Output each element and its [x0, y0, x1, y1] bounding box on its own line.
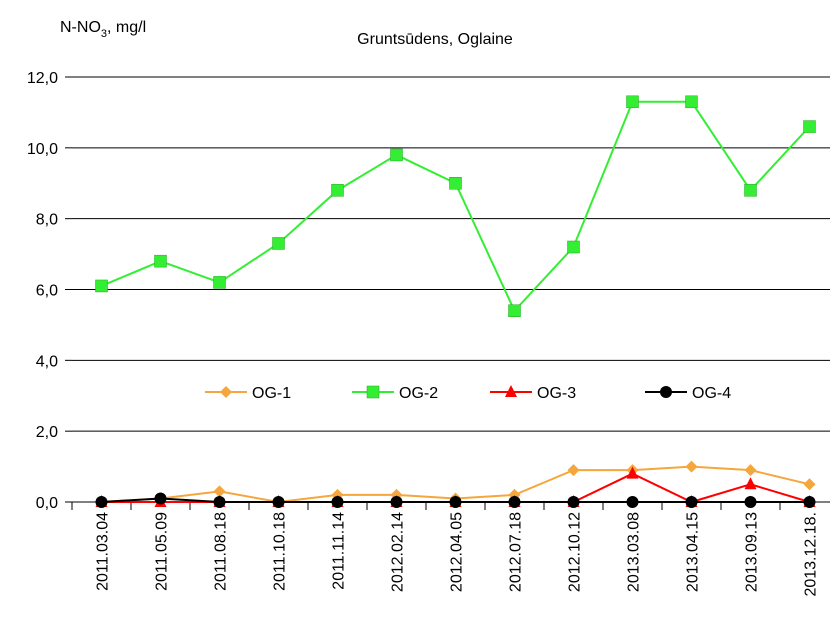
marker-circle — [272, 496, 285, 508]
marker-circle — [685, 496, 698, 508]
marker-square — [95, 279, 108, 293]
y-tick-label: 6,0 — [36, 283, 58, 300]
marker-triangle — [505, 385, 517, 397]
marker-triangle — [626, 466, 639, 479]
marker-circle — [803, 496, 816, 508]
marker-square — [449, 177, 462, 190]
x-tick-label: 2011.10.18 — [272, 512, 289, 591]
legend-label: OG-3 — [537, 385, 576, 402]
marker-square — [567, 240, 580, 254]
marker-square — [331, 184, 344, 197]
marker-diamond — [744, 464, 757, 477]
marker-diamond — [685, 460, 698, 473]
legend-label: OG-1 — [252, 385, 291, 402]
y-label-rest: , mg/l — [107, 19, 146, 36]
x-tick-label: 2013.04.15 — [685, 512, 702, 592]
marker-square — [744, 184, 757, 197]
marker-circle — [390, 496, 403, 508]
x-tick-label: 2012.02.14 — [390, 512, 407, 592]
x-tick-label: 2011.08.18 — [213, 512, 230, 591]
marker-square — [272, 237, 285, 250]
marker-square — [366, 385, 380, 399]
x-tick-label: 2013.09.13 — [744, 512, 761, 592]
x-tick-label: 2012.07.18 — [508, 512, 525, 592]
x-tick-label: 2011.03.04 — [95, 512, 112, 591]
marker-square — [685, 95, 698, 109]
marker-circle — [744, 496, 757, 508]
marker-circle — [660, 386, 672, 398]
y-axis-label: N-NO3, mg/l — [60, 19, 146, 40]
marker-square — [390, 148, 403, 162]
marker-square — [626, 95, 639, 109]
marker-square — [803, 120, 816, 133]
marker-circle — [626, 496, 639, 508]
marker-circle — [508, 496, 521, 508]
marker-circle — [213, 496, 226, 508]
y-tick-label: 4,0 — [36, 353, 58, 370]
marker-diamond — [803, 478, 816, 491]
y-tick-label: 8,0 — [36, 212, 58, 229]
x-tick-label: 2012.04.05 — [449, 512, 466, 592]
marker-circle — [567, 496, 580, 508]
marker-circle — [331, 496, 344, 508]
y-tick-label: 12,0 — [27, 70, 58, 87]
y-label-sub: 3 — [101, 28, 107, 40]
marker-diamond — [213, 485, 226, 498]
x-tick-label: 2011.05.09 — [154, 512, 171, 591]
marker-square — [213, 276, 226, 289]
marker-square — [508, 304, 521, 317]
marker-circle — [95, 496, 108, 508]
y-tick-label: 2,0 — [36, 424, 58, 441]
y-tick-label: 0,0 — [36, 495, 58, 512]
x-tick-label: 2012.10.12 — [567, 512, 584, 592]
series-line — [101, 100, 811, 313]
marker-triangle — [744, 477, 757, 490]
marker-circle — [154, 492, 167, 505]
marker-diamond — [567, 464, 580, 477]
marker-square — [154, 254, 167, 268]
legend-label: OG-4 — [692, 385, 731, 402]
y-tick-label: 10,0 — [27, 141, 58, 158]
marker-diamond — [220, 386, 232, 398]
legend-label: OG-2 — [399, 385, 438, 402]
y-label-main: N-NO — [60, 19, 101, 36]
x-tick-label: 2013.12.18. — [803, 512, 820, 597]
x-tick-label: 2013.03.08 — [626, 512, 643, 592]
x-tick-label: 2011.11.14 — [331, 512, 348, 590]
marker-circle — [449, 496, 462, 508]
chart-title: Gruntsūdens, Oglaine — [357, 31, 513, 48]
